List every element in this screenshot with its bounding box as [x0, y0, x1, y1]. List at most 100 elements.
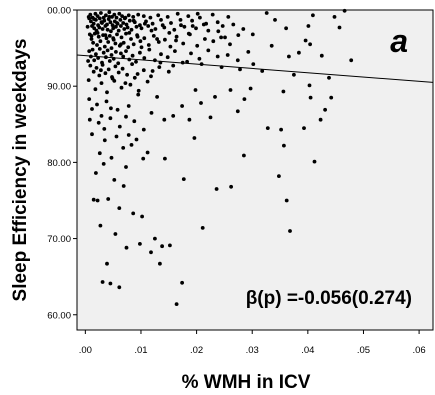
data-point [124, 22, 129, 27]
data-point [226, 15, 231, 19]
data-point [101, 162, 106, 166]
data-point [229, 184, 234, 189]
data-point [198, 15, 202, 20]
data-point [199, 101, 203, 105]
data-point [146, 43, 151, 47]
data-point [238, 67, 242, 72]
data-point [124, 165, 128, 169]
data-point [250, 32, 255, 37]
data-point [111, 36, 116, 41]
data-point [319, 53, 324, 58]
data-point [97, 25, 102, 30]
data-point [158, 261, 162, 266]
y-tick-label: 60.00 [47, 310, 71, 321]
data-point [136, 92, 141, 97]
data-point [242, 153, 246, 158]
data-point [180, 280, 185, 285]
data-point [109, 29, 113, 34]
data-point [92, 26, 97, 31]
data-point [109, 53, 114, 57]
data-point [171, 114, 176, 118]
data-point [96, 34, 101, 39]
data-point [100, 280, 105, 284]
data-point [190, 24, 195, 28]
data-point [119, 51, 123, 56]
data-point [105, 22, 109, 27]
data-point [203, 37, 207, 41]
data-point [134, 137, 139, 142]
data-point [169, 21, 173, 25]
data-point [251, 62, 256, 66]
data-point [119, 24, 123, 28]
data-point [329, 95, 334, 100]
data-point [87, 16, 92, 21]
x-tick-label: .05 [357, 345, 370, 356]
data-point [99, 68, 103, 73]
data-point [116, 70, 121, 75]
data-point [100, 27, 105, 31]
data-point [292, 72, 296, 77]
data-point [108, 116, 113, 121]
data-point [220, 24, 225, 28]
data-point [102, 138, 107, 143]
data-point [113, 64, 118, 69]
data-point [160, 23, 165, 28]
data-point [231, 22, 236, 27]
data-point [130, 62, 135, 66]
data-point [131, 211, 136, 216]
data-point [211, 39, 216, 44]
y-axis-title: Sleep Efficiency in weekdays [10, 39, 31, 302]
data-point [115, 21, 119, 25]
data-point [265, 126, 270, 130]
data-point [141, 68, 146, 73]
data-point [311, 13, 315, 18]
data-point [153, 236, 157, 241]
data-point [103, 33, 108, 37]
data-point [160, 244, 165, 249]
data-point [107, 10, 112, 15]
panel-label: a [390, 23, 408, 59]
data-point [153, 27, 158, 31]
data-point [125, 72, 129, 77]
data-point [103, 71, 108, 76]
data-point [112, 12, 117, 17]
data-point [214, 187, 219, 191]
data-point [157, 65, 162, 69]
data-point [146, 24, 151, 28]
data-point [105, 48, 110, 53]
data-point [150, 69, 155, 73]
data-point [105, 90, 109, 95]
data-point [171, 63, 176, 68]
data-point [216, 29, 221, 34]
data-point [108, 281, 113, 286]
data-point [104, 13, 108, 18]
data-point [122, 16, 127, 21]
data-point [95, 198, 100, 203]
data-point [89, 34, 94, 38]
data-point [109, 46, 114, 50]
data-point [131, 42, 136, 47]
data-point [107, 15, 112, 19]
data-point [97, 47, 102, 51]
data-point [151, 34, 156, 38]
data-point [95, 31, 100, 35]
data-point [273, 18, 277, 22]
data-point [125, 25, 130, 30]
data-point [302, 126, 306, 130]
data-point [124, 245, 129, 250]
data-point [342, 8, 347, 13]
data-point [95, 102, 99, 107]
data-point [98, 223, 103, 228]
data-point [120, 66, 125, 71]
data-point [85, 24, 90, 29]
data-point [165, 15, 170, 19]
data-point [96, 120, 101, 125]
data-point [215, 54, 220, 59]
data-point [126, 104, 131, 108]
data-point [173, 49, 177, 53]
data-point [168, 44, 173, 49]
data-point [260, 69, 265, 73]
x-axis-ticks: .00 .01 .02 .03 .04 .05 .06 [79, 330, 426, 356]
x-tick-label: .04 [301, 345, 314, 356]
data-point [94, 171, 98, 175]
